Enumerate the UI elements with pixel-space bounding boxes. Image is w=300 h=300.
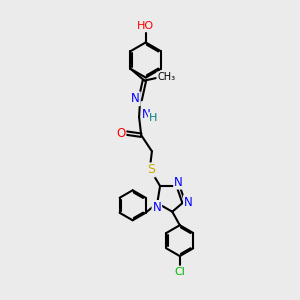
Text: N: N — [184, 196, 193, 208]
Text: N: N — [131, 92, 140, 105]
Text: CH₃: CH₃ — [157, 72, 175, 82]
Text: N: N — [142, 108, 151, 122]
Text: N: N — [152, 201, 161, 214]
Text: H: H — [149, 113, 157, 123]
Text: O: O — [116, 127, 125, 140]
Text: N: N — [174, 176, 183, 189]
Text: HO: HO — [137, 21, 154, 32]
Text: Cl: Cl — [174, 266, 185, 277]
Text: S: S — [147, 164, 155, 176]
